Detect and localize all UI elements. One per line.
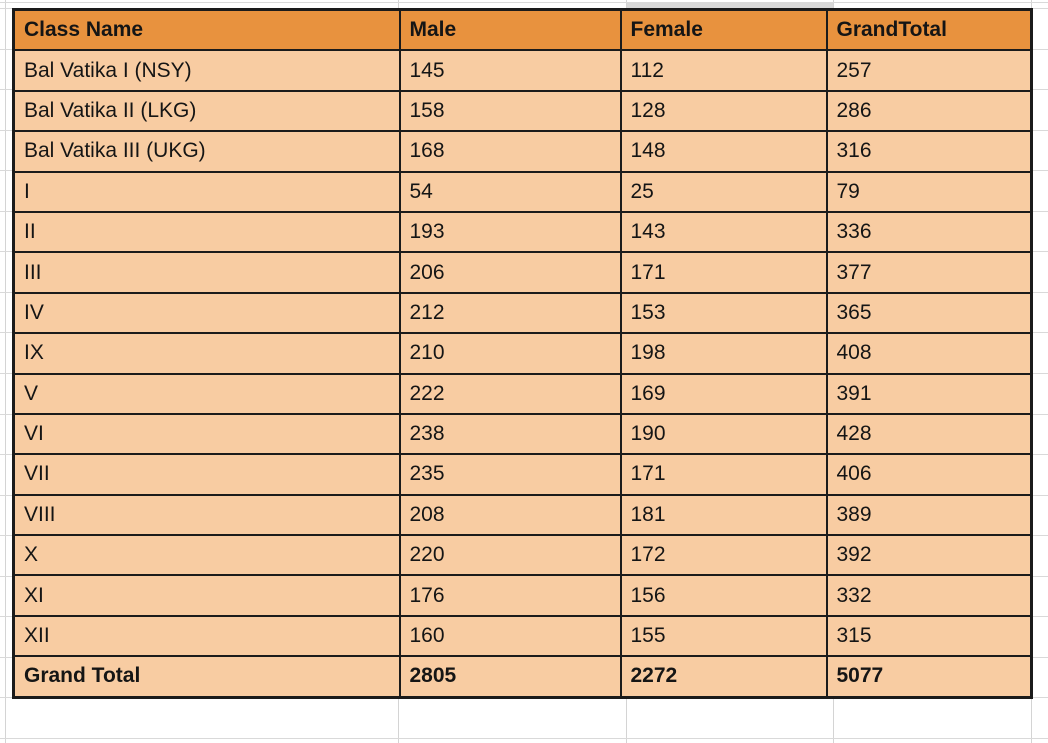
table-row: XI 176 156 332: [12, 574, 1033, 617]
cell-female[interactable]: 148: [619, 130, 828, 173]
cell-female[interactable]: 172: [619, 534, 828, 577]
cell-male[interactable]: 54: [398, 170, 622, 213]
cell-male[interactable]: 176: [398, 574, 622, 617]
gridline-horizontal: [0, 2, 1048, 3]
cell-total[interactable]: 332: [825, 574, 1033, 617]
table-header: Class Name Male Female GrandTotal: [12, 8, 1033, 52]
cell-total[interactable]: 391: [825, 372, 1033, 415]
cell-class[interactable]: I: [12, 170, 401, 213]
cell-female[interactable]: 198: [619, 332, 828, 375]
table-row: V 222 169 391: [12, 372, 1033, 415]
cell-total[interactable]: 377: [825, 251, 1033, 294]
cell-class[interactable]: II: [12, 210, 401, 254]
table-row: IX 210 198 408: [12, 332, 1033, 375]
cell-total[interactable]: 406: [825, 453, 1033, 496]
cell-class[interactable]: V: [12, 372, 401, 415]
cell-class[interactable]: III: [12, 251, 401, 294]
cell-class[interactable]: Bal Vatika III (UKG): [12, 130, 401, 173]
cell-total[interactable]: 392: [825, 534, 1033, 577]
cell-female[interactable]: 128: [619, 89, 828, 133]
cell-male[interactable]: 158: [398, 89, 622, 133]
table-row: III 206 171 377: [12, 251, 1033, 294]
table-row: Bal Vatika III (UKG) 168 148 316: [12, 130, 1033, 173]
cell-male[interactable]: 210: [398, 332, 622, 375]
cell-class[interactable]: IX: [12, 332, 401, 375]
cell-male[interactable]: 168: [398, 130, 622, 173]
cell-total[interactable]: 315: [825, 614, 1033, 658]
column-header-female[interactable]: Female: [619, 8, 828, 52]
cell-total[interactable]: 428: [825, 412, 1033, 456]
cell-male[interactable]: 212: [398, 291, 622, 335]
cell-female[interactable]: 112: [619, 49, 828, 92]
gridline-vertical: [5, 0, 6, 743]
cell-class[interactable]: XII: [12, 614, 401, 658]
cell-total[interactable]: 408: [825, 332, 1033, 375]
table-body: Bal Vatika I (NSY) 145 112 257 Bal Vatika II…: [12, 49, 1033, 658]
table-row: X 220 172 392: [12, 534, 1033, 577]
cell-grand-total-male[interactable]: 2805: [398, 655, 622, 699]
cell-female[interactable]: 25: [619, 170, 828, 213]
column-header-class-name[interactable]: Class Name: [12, 8, 401, 52]
cell-female[interactable]: 143: [619, 210, 828, 254]
grand-total-row: Grand Total 2805 2272 5077: [12, 655, 1033, 699]
cell-class[interactable]: IV: [12, 291, 401, 335]
cell-male[interactable]: 206: [398, 251, 622, 294]
table-footer: Grand Total 2805 2272 5077: [12, 655, 1033, 699]
table-row: Bal Vatika I (NSY) 145 112 257: [12, 49, 1033, 92]
cell-male[interactable]: 235: [398, 453, 622, 496]
table-row: VIII 208 181 389: [12, 493, 1033, 537]
table-row: II 193 143 336: [12, 210, 1033, 254]
cell-male[interactable]: 222: [398, 372, 622, 415]
table-row: VII 235 171 406: [12, 453, 1033, 496]
cell-total[interactable]: 79: [825, 170, 1033, 213]
cell-total[interactable]: 257: [825, 49, 1033, 92]
cell-female[interactable]: 169: [619, 372, 828, 415]
cell-grand-total-label[interactable]: Grand Total: [12, 655, 401, 699]
cell-female[interactable]: 171: [619, 453, 828, 496]
cell-female[interactable]: 190: [619, 412, 828, 456]
cell-class[interactable]: Bal Vatika I (NSY): [12, 49, 401, 92]
cell-female[interactable]: 155: [619, 614, 828, 658]
cell-total[interactable]: 389: [825, 493, 1033, 537]
cell-class[interactable]: XI: [12, 574, 401, 617]
cell-male[interactable]: 220: [398, 534, 622, 577]
column-header-grand-total[interactable]: GrandTotal: [825, 8, 1033, 52]
cell-female[interactable]: 156: [619, 574, 828, 617]
cell-female[interactable]: 181: [619, 493, 828, 537]
header-row: Class Name Male Female GrandTotal: [12, 8, 1033, 52]
table-row: XII 160 155 315: [12, 614, 1033, 658]
cell-male[interactable]: 160: [398, 614, 622, 658]
cell-female[interactable]: 153: [619, 291, 828, 335]
column-header-male[interactable]: Male: [398, 8, 622, 52]
enrollment-table: Class Name Male Female GrandTotal Bal Va…: [12, 8, 1033, 699]
table-row: VI 238 190 428: [12, 412, 1033, 456]
gridline-horizontal: [0, 738, 1048, 739]
cell-class[interactable]: Bal Vatika II (LKG): [12, 89, 401, 133]
cell-total[interactable]: 316: [825, 130, 1033, 173]
cell-grand-total-female[interactable]: 2272: [619, 655, 828, 699]
cell-total[interactable]: 286: [825, 89, 1033, 133]
cell-grand-total-total[interactable]: 5077: [825, 655, 1033, 699]
table-row: IV 212 153 365: [12, 291, 1033, 335]
cell-total[interactable]: 336: [825, 210, 1033, 254]
cell-class[interactable]: VII: [12, 453, 401, 496]
cell-male[interactable]: 193: [398, 210, 622, 254]
cell-total[interactable]: 365: [825, 291, 1033, 335]
table-row: Bal Vatika II (LKG) 158 128 286: [12, 89, 1033, 133]
column-shade: [627, 3, 833, 8]
cell-male[interactable]: 145: [398, 49, 622, 92]
cell-class[interactable]: VIII: [12, 493, 401, 537]
cell-male[interactable]: 208: [398, 493, 622, 537]
cell-class[interactable]: X: [12, 534, 401, 577]
cell-male[interactable]: 238: [398, 412, 622, 456]
table-row: I 54 25 79: [12, 170, 1033, 213]
cell-class[interactable]: VI: [12, 412, 401, 456]
cell-female[interactable]: 171: [619, 251, 828, 294]
